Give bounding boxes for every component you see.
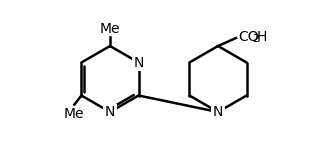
- Text: N: N: [105, 105, 115, 119]
- Text: N: N: [133, 55, 144, 69]
- Text: 2: 2: [252, 34, 259, 44]
- Text: N: N: [213, 105, 223, 119]
- Text: CO: CO: [238, 30, 259, 44]
- Text: H: H: [257, 30, 267, 44]
- Text: Me: Me: [63, 107, 84, 121]
- Text: Me: Me: [100, 22, 120, 36]
